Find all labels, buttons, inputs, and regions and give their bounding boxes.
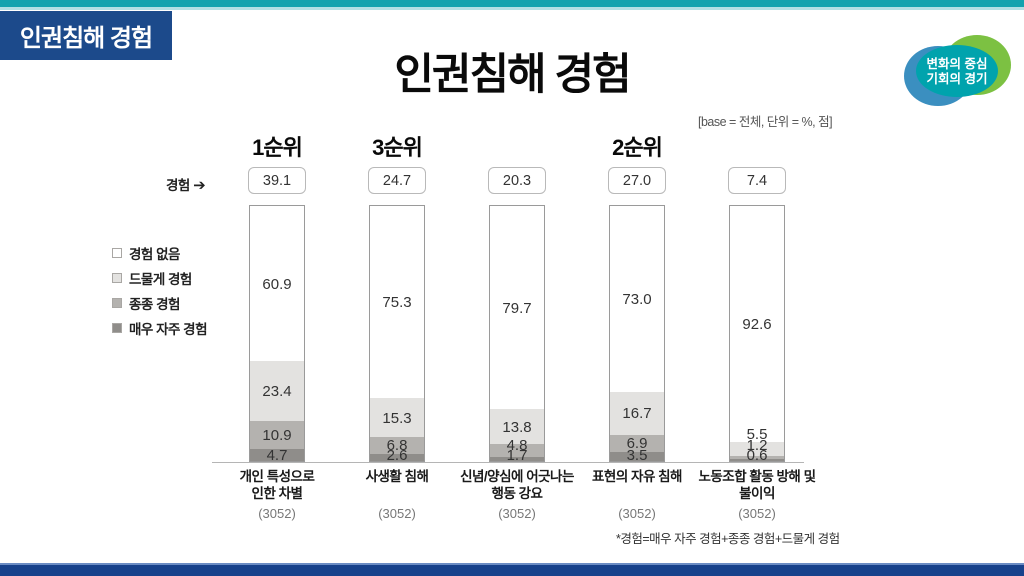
bar-segment: [610, 452, 664, 461]
bar-column: 20.3 1.7 4.8 13.8 79.7 신념/양심에 어긋나는 행동 강요 (3052…: [457, 132, 577, 542]
chart-baseline: [212, 462, 804, 463]
logo-text-line1: 변화의 중심: [927, 56, 988, 71]
bar-segment: [370, 398, 424, 437]
segment-value-label: 75.3: [382, 294, 412, 311]
stacked-bar: [489, 205, 545, 462]
segment-value-label: 60.9: [262, 275, 292, 293]
experience-score-box: 20.3: [488, 167, 546, 194]
page-title: 인권침해 경험: [394, 51, 631, 99]
bar-segment: [250, 420, 304, 449]
bar-segment: [490, 444, 544, 457]
experience-score-box: 24.7: [368, 167, 426, 194]
experience-score-box: 39.1: [248, 167, 306, 194]
category-label: 노동조합 활동 방해 및 불이익: [698, 469, 816, 501]
logo-icon: 변화의 중심 기회의 경기: [904, 35, 1011, 106]
category-label: 개인 특성으로 인한 차별: [239, 469, 315, 501]
stacked-bar: [249, 205, 305, 462]
bar-column: 2순위 27.0 3.5 6.9 16.7 73.0 표현의 자유 침해 (3052): [577, 132, 697, 542]
stacked-bar: [369, 205, 425, 462]
bar-column: 1순위 39.1 4.7 10.9 23.4 60.9 개인 특성으로 인한 차별 (3052…: [217, 132, 337, 542]
section-badge: 인권침해 경험: [0, 11, 172, 60]
category-label: 사생활 침해: [365, 469, 429, 484]
stacked-bar: [729, 205, 785, 462]
segment-value-label: 0.6: [746, 447, 768, 464]
segment-value-label: 73.0: [622, 290, 652, 308]
bar-segment: [490, 409, 544, 445]
bar-segment: [610, 391, 664, 435]
bar-segment: [730, 442, 784, 457]
bar-segment: [490, 456, 544, 461]
base-count: (3052): [258, 506, 296, 521]
segment-value-label: 4.8: [506, 436, 528, 454]
bottom-accent-bar: [0, 563, 1024, 576]
experience-score-box: 27.0: [608, 167, 666, 194]
score-caption-label: 경험: [166, 178, 190, 193]
segment-value-label: 2.6: [386, 447, 408, 464]
top-accent-bar: [0, 0, 1024, 10]
bar-segment: [370, 437, 424, 455]
logo-text-line2: 기회의 경기: [927, 71, 988, 86]
bar-segment: [730, 456, 784, 460]
segment-value-label: 1.2: [746, 436, 768, 454]
segment-value-label: 4.7: [266, 447, 288, 464]
legend-swatch-icon: [112, 272, 122, 283]
base-note: [base = 전체, 단위 = %, 점]: [698, 115, 833, 129]
rank-label: 1순위: [252, 135, 303, 160]
bar-segment: [250, 206, 304, 362]
legend-swatch-icon: [112, 247, 122, 258]
gyeonggi-logo: 변화의 중심 기회의 경기: [898, 32, 1016, 115]
category-label: 신념/양심에 어긋나는 행동 강요: [460, 469, 574, 501]
segment-value-label: 6.9: [626, 435, 648, 453]
bar-segment: [250, 448, 304, 461]
stacked-bar-chart: 경험 ➔ 1순위 39.1 4.7 10.9 23.4 60.9 개인 특성으로 인한 차별…: [160, 132, 860, 542]
base-count: (3052): [738, 506, 776, 521]
bar-segment: [730, 206, 784, 443]
legend-swatch-icon: [112, 322, 122, 333]
segment-value-label: 5.5: [746, 426, 768, 443]
bar-segment: [250, 361, 304, 421]
legend-item: 드물게 경험: [112, 265, 207, 290]
segment-value-label: 3.5: [626, 447, 648, 464]
legend-item: 경험 없음: [112, 240, 207, 265]
segment-value-label: 92.6: [742, 316, 772, 334]
logo-teal-blob: [916, 45, 998, 97]
stacked-bar: [609, 205, 665, 462]
bar-segment: [370, 454, 424, 461]
segment-value-label: 6.8: [386, 436, 408, 454]
bar-column: 7.4 0.6 1.2 5.5 92.6 노동조합 활동 방해 및 불이익 (3052): [697, 132, 817, 542]
segment-value-label: 23.4: [262, 383, 292, 401]
bar-segment: [610, 206, 664, 392]
bar-segment: [610, 434, 664, 453]
bar-segment: [490, 206, 544, 410]
segment-value-label: 10.9: [262, 427, 292, 445]
rank-label: 3순위: [372, 135, 423, 160]
legend-label: 종종 경험: [129, 296, 180, 312]
experience-score-box: 7.4: [728, 167, 786, 194]
legend-label: 경험 없음: [129, 246, 180, 262]
right-arrow-icon: ➔: [193, 177, 206, 194]
legend-label: 드물게 경험: [129, 271, 192, 287]
segment-value-label: 1.7: [506, 447, 528, 464]
segment-value-label: 79.7: [502, 299, 532, 317]
rank-label: 2순위: [612, 135, 663, 160]
legend-label: 매우 자주 경험: [129, 321, 208, 337]
base-count: (3052): [618, 506, 656, 521]
segment-value-label: 13.8: [502, 418, 532, 436]
base-count: (3052): [498, 506, 536, 521]
footnote: *경험=매우 자주 경험+종종 경험+드물게 경험: [616, 532, 840, 546]
category-label: 표현의 자유 침해: [592, 469, 682, 484]
legend-item: 종종 경험: [112, 290, 207, 315]
legend-item: 매우 자주 경험: [112, 315, 208, 340]
bar-segment: [730, 459, 784, 461]
segment-value-label: 16.7: [622, 405, 652, 423]
section-badge-label: 인권침해 경험: [19, 25, 153, 52]
base-count: (3052): [378, 506, 416, 521]
bar-segment: [370, 206, 424, 398]
segment-value-label: 15.3: [382, 409, 412, 427]
legend-swatch-icon: [112, 297, 122, 308]
score-caption: 경험 ➔: [166, 174, 206, 194]
bar-column: 3순위 24.7 2.6 6.8 15.3 75.3 사생활 침해 (3052): [337, 132, 457, 542]
